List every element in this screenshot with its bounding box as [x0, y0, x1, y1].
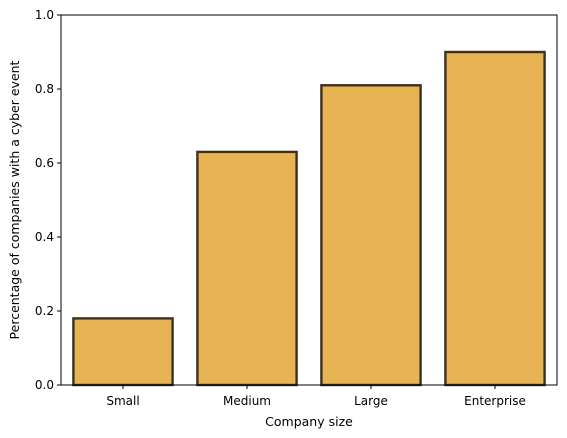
- bar-enterprise: [444, 50, 546, 387]
- y-axis-title: Percentage of companies with a cyber eve…: [7, 60, 22, 339]
- y-tick-label: 0.8: [35, 82, 54, 96]
- y-tick-label: 0.4: [35, 230, 54, 244]
- bars-group: [72, 50, 546, 387]
- bar-large: [320, 84, 422, 387]
- x-tick-label: Small: [106, 394, 139, 408]
- y-tick-label: 0.6: [35, 156, 54, 170]
- x-tick-label: Large: [354, 394, 388, 408]
- bar-small: [72, 317, 174, 387]
- bar-medium: [196, 150, 298, 387]
- x-tick-label: Medium: [223, 394, 271, 408]
- y-tick-label: 0.2: [35, 304, 54, 318]
- x-tick-label: Enterprise: [464, 394, 526, 408]
- y-tick-label: 1.0: [35, 8, 54, 22]
- plot-frame: [60, 14, 558, 386]
- x-axis-title: Company size: [265, 414, 353, 429]
- y-tick-label: 0.0: [35, 378, 54, 392]
- x-axis-ticks: Small Medium Large Enterprise: [106, 385, 526, 408]
- y-axis-ticks: 0.0 0.2 0.4 0.6 0.8 1.0: [35, 8, 61, 392]
